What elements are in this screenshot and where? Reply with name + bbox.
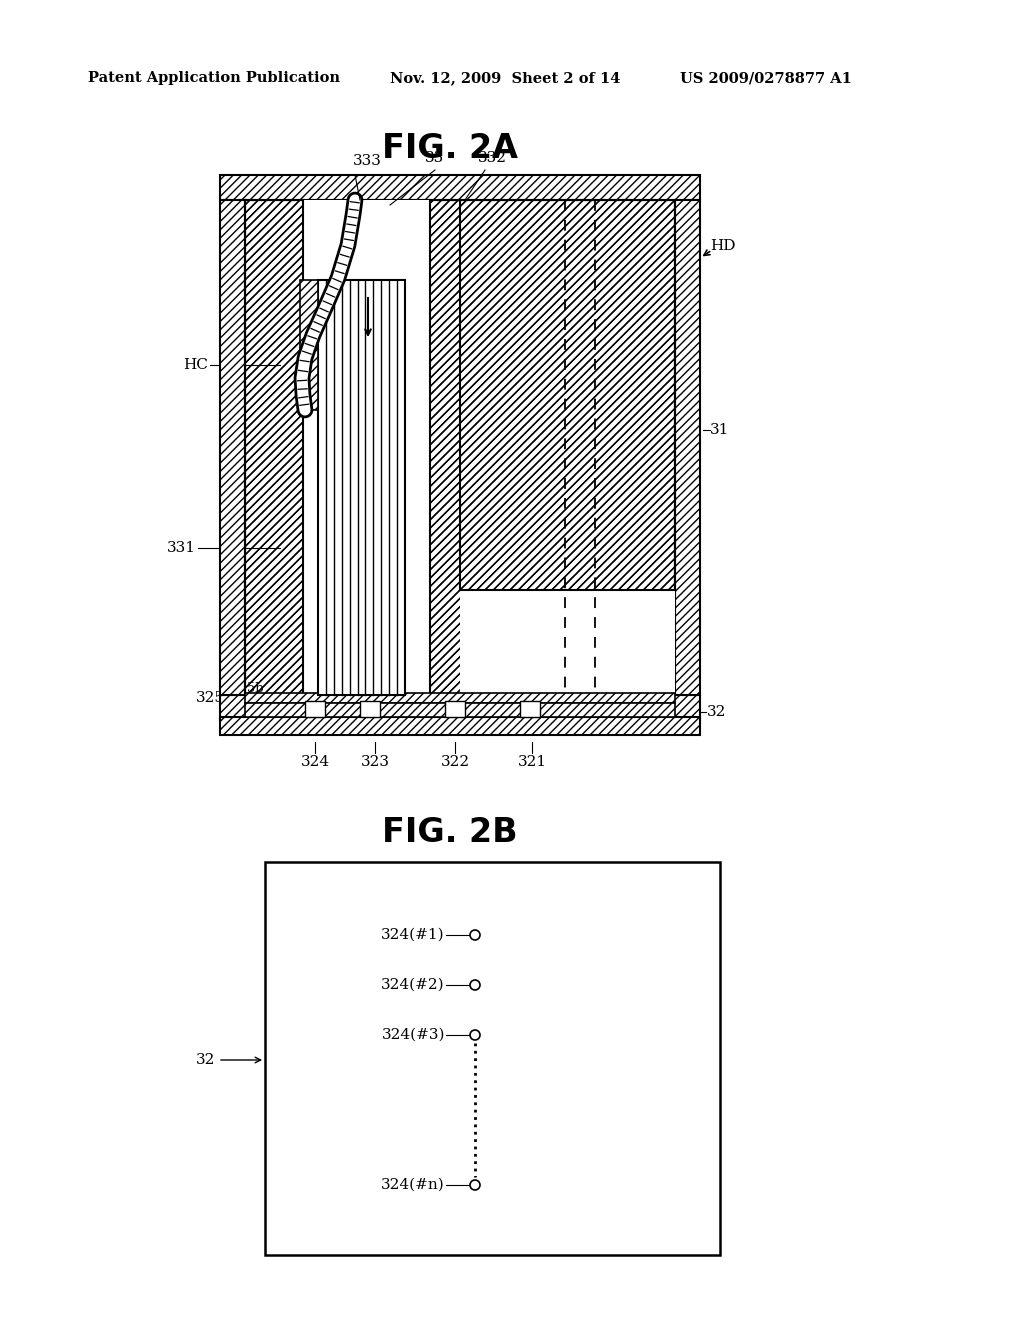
Bar (360, 701, 380, 717)
Bar (265, 862, 720, 1255)
Text: 33: 33 (425, 150, 444, 165)
Text: Patent Application Publication: Patent Application Publication (88, 71, 340, 84)
Text: 324(#2): 324(#2) (381, 978, 445, 993)
Text: FIG. 2A: FIG. 2A (382, 132, 518, 165)
Bar (520, 701, 540, 717)
Text: 31: 31 (710, 422, 729, 437)
Text: 332: 332 (477, 150, 507, 165)
Bar (430, 201, 460, 696)
Bar (318, 280, 406, 696)
Bar (245, 201, 675, 696)
Bar (430, 201, 460, 696)
Text: 325b: 325b (230, 681, 263, 694)
Text: Nov. 12, 2009  Sheet 2 of 14: Nov. 12, 2009 Sheet 2 of 14 (390, 71, 621, 84)
Text: 324(#1): 324(#1) (381, 928, 445, 942)
Bar (445, 701, 465, 717)
Text: 323: 323 (360, 755, 389, 770)
Circle shape (470, 979, 480, 990)
Circle shape (470, 1180, 480, 1191)
Text: 321: 321 (517, 755, 547, 770)
Bar (300, 280, 318, 411)
Bar (300, 280, 318, 411)
Bar (245, 704, 675, 717)
Bar (220, 696, 700, 719)
Bar (675, 201, 700, 696)
Text: 324(#n): 324(#n) (381, 1177, 445, 1192)
Bar (460, 590, 675, 696)
Bar (220, 176, 700, 201)
Bar (245, 704, 675, 717)
Bar (675, 201, 700, 696)
Bar (220, 696, 700, 719)
Text: US 2009/0278877 A1: US 2009/0278877 A1 (680, 71, 852, 84)
Bar (303, 201, 430, 696)
Text: 322: 322 (440, 755, 470, 770)
Bar (245, 201, 303, 696)
Bar (245, 693, 675, 704)
Text: 325: 325 (196, 690, 225, 705)
Circle shape (470, 1030, 480, 1040)
Text: 32: 32 (707, 705, 726, 719)
Text: 333: 333 (352, 154, 381, 168)
Bar (245, 693, 675, 704)
Bar (220, 717, 700, 735)
Text: 325a: 325a (230, 701, 263, 714)
Bar (220, 201, 245, 696)
Text: 331: 331 (167, 541, 196, 554)
Bar (220, 717, 700, 735)
Bar (245, 201, 303, 696)
Text: 32: 32 (196, 1053, 215, 1067)
Bar (220, 201, 245, 696)
Bar (460, 201, 675, 590)
Bar (220, 176, 700, 201)
Bar (305, 701, 325, 717)
Bar (245, 201, 675, 696)
Text: 324(#3): 324(#3) (382, 1028, 445, 1041)
Circle shape (470, 931, 480, 940)
Bar (460, 201, 675, 590)
Text: HC: HC (183, 358, 208, 372)
Text: HD: HD (710, 239, 735, 253)
Text: 324: 324 (300, 755, 330, 770)
Text: FIG. 2B: FIG. 2B (382, 816, 518, 849)
